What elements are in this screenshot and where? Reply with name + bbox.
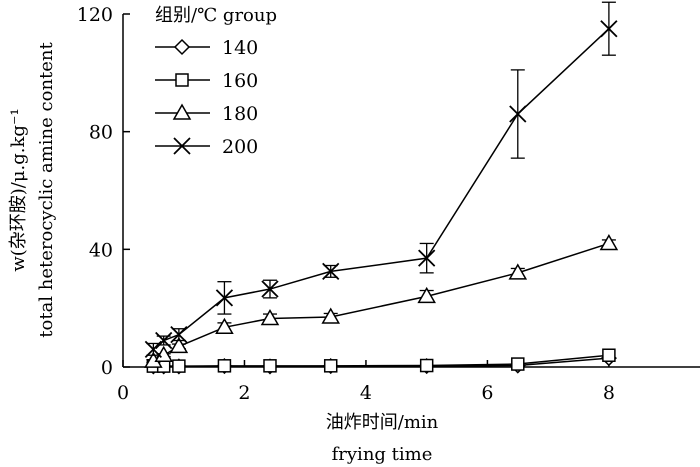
data-point xyxy=(154,345,173,362)
legend-marker xyxy=(175,73,189,87)
data-point xyxy=(155,331,173,350)
series-200 xyxy=(144,1,618,358)
data-point xyxy=(323,359,338,373)
legend-label: 200 xyxy=(222,136,258,158)
marker-stroke xyxy=(600,20,618,38)
data-point xyxy=(509,105,527,123)
data-point xyxy=(263,359,277,373)
legend-title: 组别/℃ group xyxy=(155,5,277,26)
data-point xyxy=(600,20,618,38)
series-140 xyxy=(145,350,617,375)
data-point xyxy=(508,263,528,280)
x-tick-label: 0 xyxy=(117,382,129,404)
legend-label: 160 xyxy=(222,70,258,92)
data-point xyxy=(321,307,341,324)
data-point xyxy=(599,233,619,251)
marker-stroke xyxy=(144,340,163,358)
data-point xyxy=(418,249,436,267)
y-tick-label: 0 xyxy=(101,357,113,379)
legend-marker xyxy=(172,103,192,120)
y-axis-subtitle: total heterocyclic amine content xyxy=(36,41,57,337)
marker-stroke xyxy=(261,280,279,298)
data-point xyxy=(169,336,189,354)
marker-stroke xyxy=(322,262,340,281)
series-line xyxy=(152,242,610,362)
legend-item-160: 160 xyxy=(155,70,258,92)
legend-label: 180 xyxy=(222,103,258,125)
data-point xyxy=(217,359,232,373)
data-point xyxy=(322,262,340,281)
data-point xyxy=(261,280,279,298)
axes xyxy=(122,14,700,368)
legend-item-180: 180 xyxy=(155,103,258,125)
data-point xyxy=(215,317,234,335)
ticks: 0 40 80 120 0 2 4 6 8 xyxy=(77,4,615,404)
y-tick-label: 120 xyxy=(77,4,113,26)
x-axis-title: 油炸时间/min xyxy=(326,412,439,433)
x-tick-label: 6 xyxy=(481,382,493,404)
data-point xyxy=(215,289,234,307)
marker-stroke xyxy=(155,331,173,350)
y-tick-label: 40 xyxy=(89,239,113,261)
legend-items: 140 160 180 200 xyxy=(155,37,258,158)
legend: 组别/℃ group 140 160 180 200 xyxy=(155,5,277,158)
legend-marker xyxy=(173,38,191,56)
x-tick-label: 8 xyxy=(603,382,615,404)
series-layer xyxy=(144,1,619,375)
marker-stroke xyxy=(215,289,234,307)
data-point xyxy=(170,326,188,344)
series-180 xyxy=(144,233,619,368)
x-tick-label: 4 xyxy=(360,382,372,404)
data-point xyxy=(144,340,163,358)
y-axis-title: w(杂环胺)/μ.g.kg⁻¹ xyxy=(8,108,29,271)
data-point xyxy=(602,348,616,362)
marker-stroke xyxy=(173,137,191,155)
legend-marker xyxy=(173,137,191,155)
legend-item-140: 140 xyxy=(155,37,258,59)
data-point xyxy=(172,359,186,373)
x-axis-subtitle: frying time xyxy=(332,444,433,465)
legend-label: 140 xyxy=(222,37,258,59)
data-point xyxy=(417,286,436,304)
data-point xyxy=(511,357,525,371)
x-tick-label: 2 xyxy=(238,382,250,404)
y-tick-label: 80 xyxy=(89,122,113,144)
legend-item-200: 200 xyxy=(155,136,258,158)
data-point xyxy=(419,358,434,373)
marker-stroke xyxy=(509,105,527,123)
marker-stroke xyxy=(418,249,436,267)
data-point xyxy=(260,308,280,326)
series-160 xyxy=(146,348,616,373)
marker-stroke xyxy=(170,326,188,344)
